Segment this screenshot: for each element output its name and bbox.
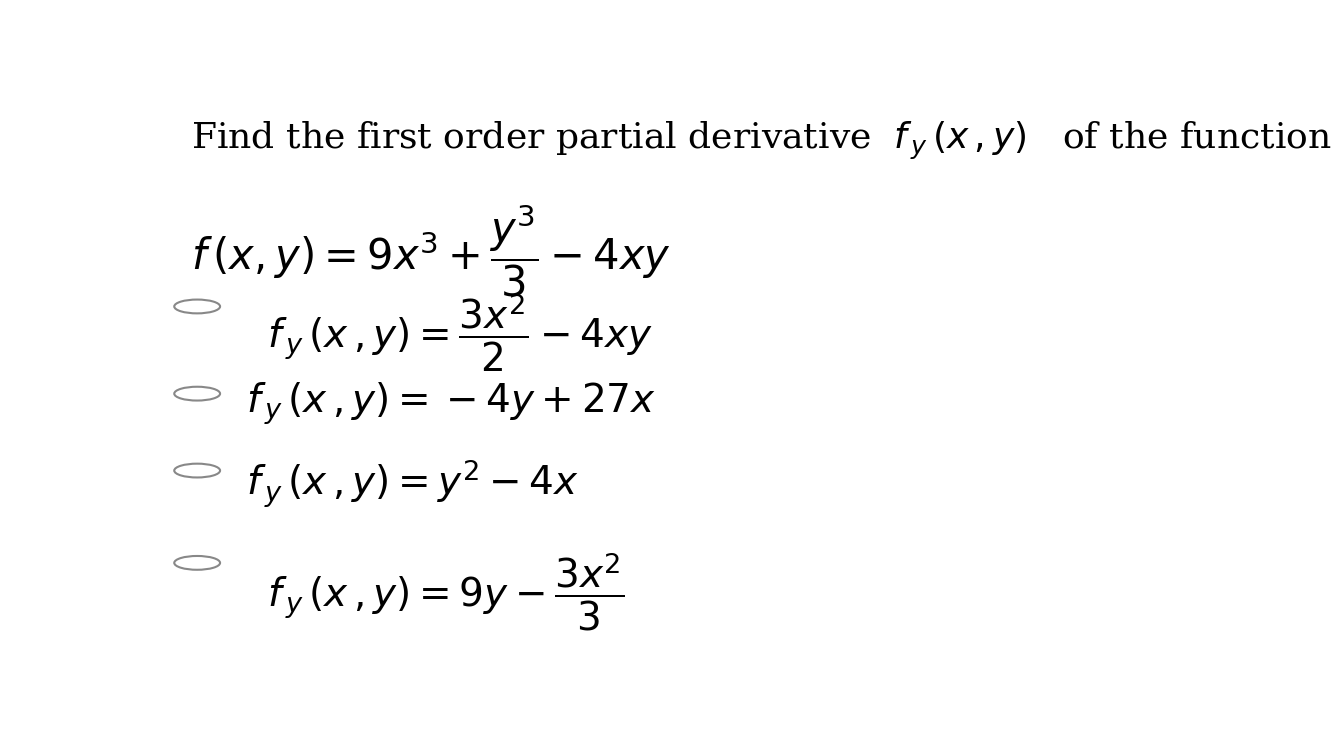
Text: Find the first order partial derivative  $f_{\,y}\,(x\,,y)$   of the function: Find the first order partial derivative …	[191, 120, 1332, 162]
Text: $f_{\,y}\,(x\,,y) = \dfrac{3x^2}{2} - 4xy$: $f_{\,y}\,(x\,,y) = \dfrac{3x^2}{2} - 4x…	[267, 291, 652, 374]
Text: $f_{\,y}\,(x\,,y) = -4y + 27x$: $f_{\,y}\,(x\,,y) = -4y + 27x$	[246, 380, 656, 427]
Text: $f_{\,y}\,(x\,,y) = y^2 - 4x$: $f_{\,y}\,(x\,,y) = y^2 - 4x$	[246, 457, 579, 510]
Text: $f_{\,y}\,(x\,,y) = 9y - \dfrac{3x^2}{3}$: $f_{\,y}\,(x\,,y) = 9y - \dfrac{3x^2}{3}…	[267, 551, 624, 633]
Text: $f\,(x,y) = 9x^3 + \dfrac{y^3}{3} - 4xy$: $f\,(x,y) = 9x^3 + \dfrac{y^3}{3} - 4xy$	[191, 203, 671, 299]
